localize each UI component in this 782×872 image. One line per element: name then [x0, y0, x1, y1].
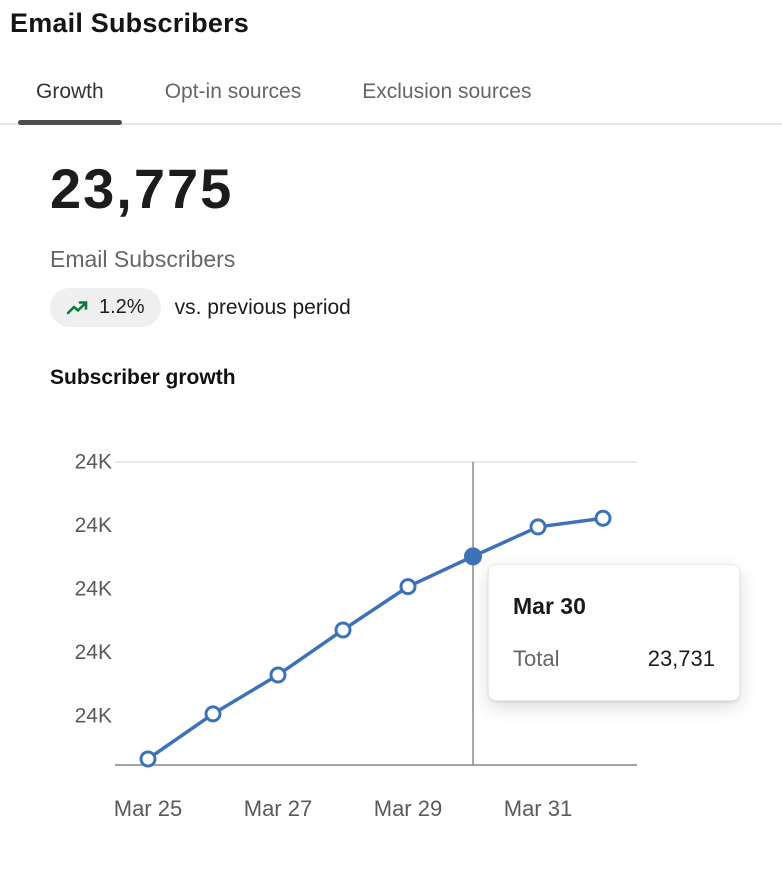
y-tick-label: 24K [75, 514, 112, 537]
tab-exclusion-sources[interactable]: Exclusion sources [362, 80, 532, 103]
data-point[interactable] [334, 621, 352, 639]
chart-canvas: 24K 24K 24K 24K 24K Mar 25 Mar 27 Mar 29 Mar 31 [75, 451, 637, 821]
data-point-highlighted[interactable] [464, 547, 482, 566]
tooltip-row: Total 23,731 [513, 646, 715, 672]
tooltip-label: Total [513, 646, 560, 671]
data-point[interactable] [269, 666, 287, 684]
x-tick-label: Mar 27 [244, 796, 312, 821]
tab-bar: Growth Opt-in sources Exclusion sources [0, 64, 782, 125]
data-point[interactable] [139, 750, 157, 768]
chart-tooltip: Mar 30 Total 23,731 [488, 564, 740, 701]
tab-opt-in-sources[interactable]: Opt-in sources [164, 80, 302, 103]
data-point[interactable] [399, 578, 417, 596]
x-tick-label: Mar 31 [504, 796, 572, 821]
tooltip-date: Mar 30 [513, 593, 586, 619]
x-tick-label: Mar 29 [374, 796, 442, 821]
y-tick-label: 24K [75, 578, 112, 601]
change-row: 1.2% vs. previous period [50, 288, 351, 327]
chart-title: Subscriber growth [50, 366, 236, 389]
subscriber-count-label: Email Subscribers [50, 246, 236, 272]
subscriber-growth-chart: 24K 24K 24K 24K 24K Mar 25 Mar 27 Mar 29 Mar 31 … [0, 440, 782, 840]
y-tick-label: 24K [75, 451, 112, 474]
change-value: 1.2% [99, 296, 145, 318]
x-tick-label: Mar 25 [114, 796, 182, 821]
data-point[interactable] [594, 509, 612, 527]
data-point[interactable] [204, 705, 222, 723]
tab-growth[interactable]: Growth [18, 64, 122, 125]
series-line [146, 516, 605, 761]
y-tick-label: 24K [75, 641, 112, 664]
trend-up-icon [66, 301, 88, 315]
y-tick-label: 24K [75, 705, 112, 728]
tooltip-value: 23,731 [647, 646, 715, 671]
page-title: Email Subscribers [10, 8, 250, 38]
change-context: vs. previous period [174, 295, 351, 319]
data-point[interactable] [529, 518, 547, 536]
change-badge: 1.2% [50, 288, 161, 327]
subscriber-count: 23,775 [50, 157, 234, 220]
